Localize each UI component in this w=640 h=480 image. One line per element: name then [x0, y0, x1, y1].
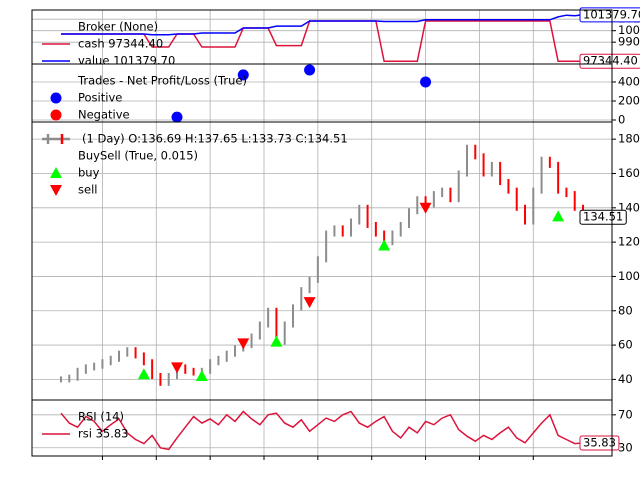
signal-marker [270, 335, 283, 347]
y-tick-label: 100 [618, 269, 640, 283]
legend-label: Negative [78, 108, 130, 122]
legend-title: RSI (14) [78, 410, 124, 424]
signal-marker [195, 369, 208, 381]
trade-point [171, 111, 183, 123]
legend-title: BuySell (True, 0.015) [78, 149, 198, 163]
legend-label: (1 Day) O:136.69 H:137.65 L:133.73 C:134… [82, 132, 348, 146]
legend-label: buy [78, 166, 100, 180]
y-tick-label: 120 [618, 235, 640, 249]
trade-point [420, 76, 432, 88]
legend-title: Broker (None) [78, 20, 158, 34]
end-label-box [579, 435, 620, 451]
series-line [60, 410, 584, 451]
y-tick-label: 70 [618, 407, 633, 421]
signal-marker [171, 362, 183, 374]
trade-point [304, 64, 316, 76]
end-label: 134.51 [583, 210, 623, 224]
signal-marker [378, 239, 391, 251]
end-label-box [579, 53, 640, 69]
legend-marker [50, 109, 62, 121]
signal-marker [303, 297, 316, 309]
signal-marker [237, 338, 250, 350]
y-tick-label: 30 [618, 440, 633, 454]
y-tick-label: 160 [618, 166, 640, 180]
end-label: 97344.40 [583, 54, 638, 68]
legend-label: sell [78, 183, 97, 197]
signal-marker [552, 210, 565, 222]
signal-marker [137, 368, 150, 380]
y-tick-label: 200 [618, 93, 640, 107]
y-tick-label: 60 [618, 338, 633, 352]
y-tick-label: 99000 [618, 35, 640, 49]
end-label-box [579, 209, 627, 225]
y-tick-label: 400 [618, 74, 640, 88]
trade-point [237, 69, 249, 81]
legend-marker [50, 185, 62, 196]
legend-label: cash 97344.40 [78, 37, 163, 51]
end-label-box [579, 7, 640, 23]
legend-label: value 101379.70 [78, 54, 175, 68]
y-tick-label: 100000 [618, 23, 640, 37]
legend-marker [50, 167, 62, 178]
series-line [61, 14, 584, 36]
signal-marker [419, 202, 432, 214]
y-tick-label: 0 [618, 113, 625, 127]
y-tick-label: 40 [618, 372, 633, 386]
legend-marker [50, 92, 62, 104]
legend-title: Trades - Net Profit/Loss (True) [77, 74, 247, 88]
end-label: 35.83 [583, 435, 616, 449]
panel-frame [31, 399, 613, 457]
y-tick-label: 80 [618, 303, 633, 317]
legend-label: Positive [78, 91, 122, 105]
y-tick-label: 180 [618, 132, 640, 146]
legend-label: rsi 35.83 [78, 427, 129, 441]
